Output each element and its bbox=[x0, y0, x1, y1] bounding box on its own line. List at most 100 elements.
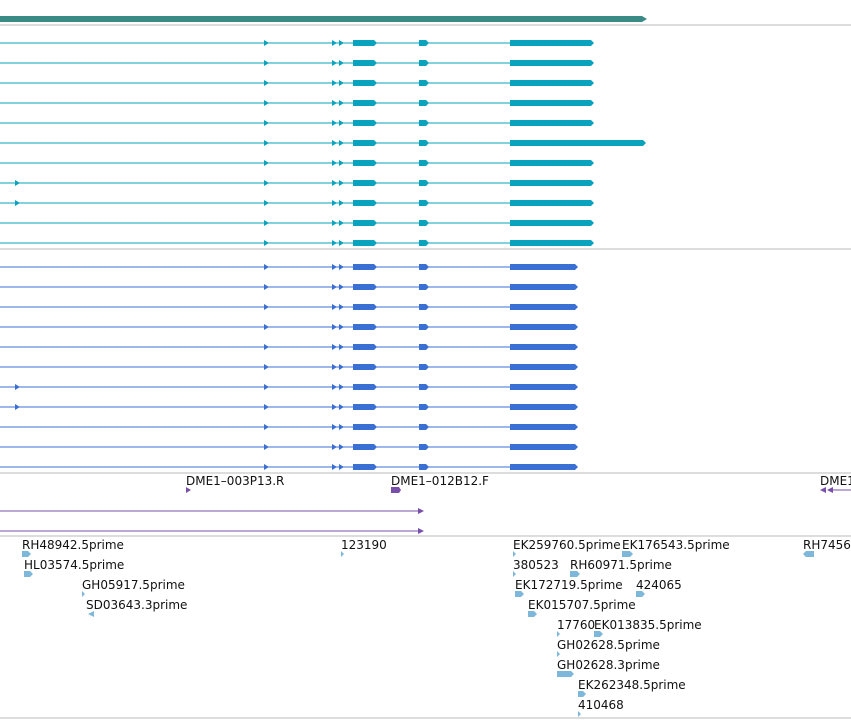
gene-feature[interactable] bbox=[0, 16, 647, 22]
exon-marker[interactable] bbox=[332, 304, 337, 310]
transcript-row[interactable] bbox=[0, 384, 578, 390]
exon-block[interactable] bbox=[353, 324, 377, 330]
exon-marker[interactable] bbox=[332, 40, 337, 46]
exon-marker[interactable] bbox=[339, 80, 344, 86]
exon-block[interactable] bbox=[419, 364, 429, 370]
exon-marker[interactable] bbox=[332, 404, 337, 410]
exon-block[interactable] bbox=[419, 404, 429, 410]
exon-block[interactable] bbox=[510, 304, 578, 310]
transcript-row[interactable] bbox=[0, 80, 594, 86]
exon-marker[interactable] bbox=[15, 200, 20, 206]
exon-marker[interactable] bbox=[339, 324, 344, 330]
exon-marker[interactable] bbox=[332, 220, 337, 226]
exon-marker[interactable] bbox=[264, 60, 269, 66]
exon-block[interactable] bbox=[419, 160, 429, 166]
exon-marker[interactable] bbox=[339, 304, 344, 310]
exon-marker[interactable] bbox=[15, 384, 20, 390]
exon-block[interactable] bbox=[353, 264, 377, 270]
exon-marker[interactable] bbox=[332, 120, 337, 126]
exon-marker[interactable] bbox=[264, 120, 269, 126]
exon-block[interactable] bbox=[419, 344, 429, 350]
exon-marker[interactable] bbox=[264, 444, 269, 450]
primer-marker[interactable] bbox=[391, 487, 401, 493]
exon-marker[interactable] bbox=[264, 140, 269, 146]
exon-block[interactable] bbox=[510, 160, 594, 166]
exon-block[interactable] bbox=[353, 120, 377, 126]
exon-block[interactable] bbox=[353, 240, 377, 246]
transcript-row[interactable] bbox=[0, 264, 578, 270]
exon-block[interactable] bbox=[419, 200, 429, 206]
transcript-row[interactable] bbox=[0, 324, 578, 330]
exon-marker[interactable] bbox=[339, 160, 344, 166]
exon-marker[interactable] bbox=[339, 384, 344, 390]
transcript-row[interactable] bbox=[0, 180, 594, 186]
exon-block[interactable] bbox=[353, 404, 377, 410]
exon-block[interactable] bbox=[510, 404, 578, 410]
exon-marker[interactable] bbox=[264, 180, 269, 186]
exon-marker[interactable] bbox=[264, 464, 269, 470]
est-feature[interactable] bbox=[82, 591, 85, 597]
exon-block[interactable] bbox=[353, 180, 377, 186]
exon-marker[interactable] bbox=[339, 444, 344, 450]
exon-block[interactable] bbox=[510, 384, 578, 390]
exon-marker[interactable] bbox=[332, 384, 337, 390]
exon-marker[interactable] bbox=[332, 200, 337, 206]
exon-block[interactable] bbox=[353, 344, 377, 350]
exon-block[interactable] bbox=[419, 80, 429, 86]
exon-marker[interactable] bbox=[332, 264, 337, 270]
transcript-row[interactable] bbox=[0, 60, 594, 66]
transcript-row[interactable] bbox=[0, 364, 578, 370]
exon-marker[interactable] bbox=[339, 180, 344, 186]
exon-block[interactable] bbox=[419, 284, 429, 290]
exon-marker[interactable] bbox=[264, 424, 269, 430]
primer-marker[interactable] bbox=[418, 528, 424, 534]
est-feature[interactable] bbox=[88, 611, 94, 617]
exon-block[interactable] bbox=[353, 384, 377, 390]
exon-marker[interactable] bbox=[339, 344, 344, 350]
transcript-row[interactable] bbox=[0, 140, 646, 146]
exon-block[interactable] bbox=[419, 40, 429, 46]
exon-block[interactable] bbox=[419, 444, 429, 450]
exon-marker[interactable] bbox=[264, 160, 269, 166]
exon-block[interactable] bbox=[353, 160, 377, 166]
exon-block[interactable] bbox=[419, 220, 429, 226]
primer-marker[interactable] bbox=[186, 487, 191, 493]
exon-block[interactable] bbox=[510, 180, 594, 186]
exon-marker[interactable] bbox=[339, 140, 344, 146]
exon-block[interactable] bbox=[510, 364, 578, 370]
transcript-row[interactable] bbox=[0, 40, 594, 46]
exon-marker[interactable] bbox=[264, 220, 269, 226]
est-feature[interactable] bbox=[578, 711, 581, 717]
exon-marker[interactable] bbox=[332, 240, 337, 246]
transcript-row[interactable] bbox=[0, 200, 594, 206]
exon-marker[interactable] bbox=[332, 60, 337, 66]
transcript-row[interactable] bbox=[0, 344, 578, 350]
exon-marker[interactable] bbox=[264, 404, 269, 410]
exon-block[interactable] bbox=[419, 264, 429, 270]
est-feature[interactable] bbox=[22, 551, 31, 557]
est-feature[interactable] bbox=[578, 691, 586, 697]
exon-block[interactable] bbox=[419, 100, 429, 106]
exon-block[interactable] bbox=[419, 384, 429, 390]
exon-marker[interactable] bbox=[339, 60, 344, 66]
exon-marker[interactable] bbox=[339, 264, 344, 270]
est-feature[interactable] bbox=[513, 551, 516, 557]
exon-block[interactable] bbox=[510, 424, 578, 430]
exon-block[interactable] bbox=[353, 444, 377, 450]
exon-block[interactable] bbox=[419, 120, 429, 126]
exon-marker[interactable] bbox=[339, 220, 344, 226]
exon-marker[interactable] bbox=[339, 120, 344, 126]
transcript-row[interactable] bbox=[0, 220, 594, 226]
exon-block[interactable] bbox=[419, 240, 429, 246]
transcript-row[interactable] bbox=[0, 240, 594, 246]
est-feature[interactable] bbox=[636, 591, 645, 597]
transcript-row[interactable] bbox=[0, 304, 578, 310]
exon-marker[interactable] bbox=[332, 180, 337, 186]
exon-marker[interactable] bbox=[339, 404, 344, 410]
exon-marker[interactable] bbox=[332, 284, 337, 290]
exon-marker[interactable] bbox=[332, 344, 337, 350]
primer-marker[interactable] bbox=[418, 508, 424, 514]
est-feature[interactable] bbox=[557, 631, 560, 637]
exon-block[interactable] bbox=[353, 40, 377, 46]
exon-marker[interactable] bbox=[332, 444, 337, 450]
